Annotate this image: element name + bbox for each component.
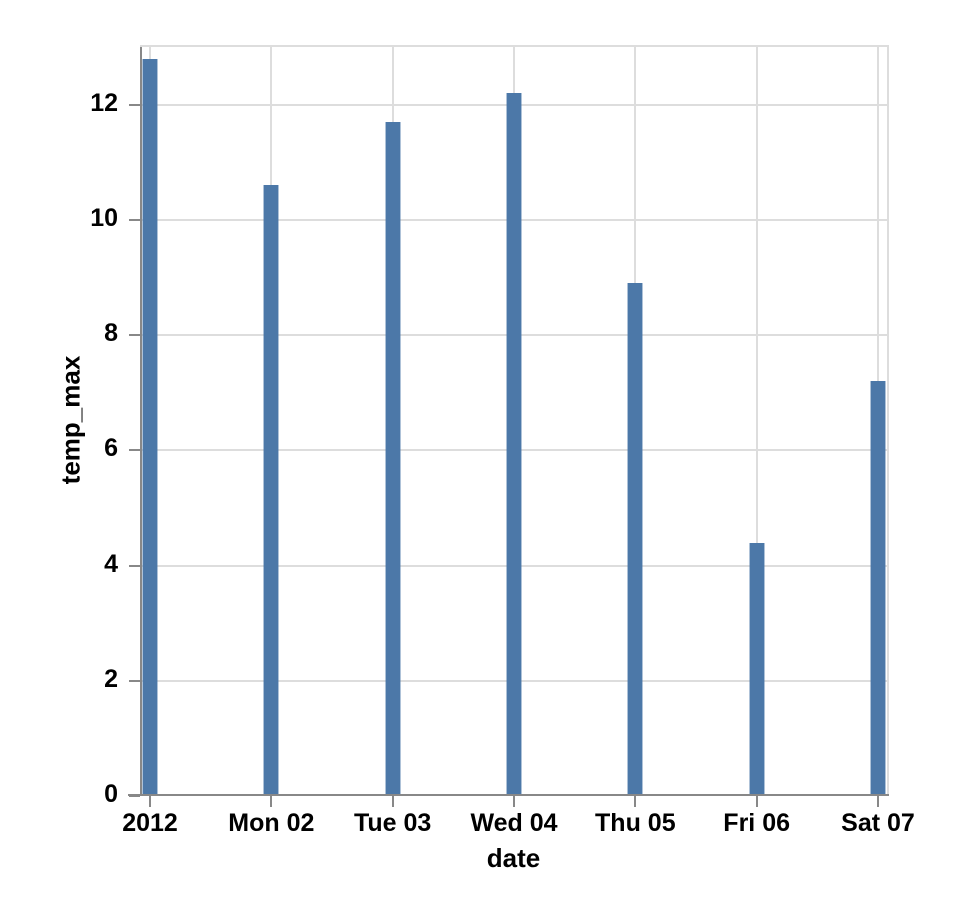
- bar: [143, 58, 157, 796]
- x-tick-mark: [513, 796, 515, 807]
- x-tick-mark: [391, 796, 394, 807]
- y-tick-mark: [129, 334, 140, 337]
- bar: [628, 283, 643, 796]
- x-tick-label: Thu 05: [595, 809, 676, 837]
- y-tick-mark: [129, 449, 140, 452]
- x-tick-mark: [755, 796, 758, 807]
- x-tick-label: Fri 06: [723, 809, 790, 837]
- x-tick-label: Mon 02: [228, 809, 315, 837]
- x-tick-mark: [270, 796, 273, 807]
- bar: [264, 185, 279, 796]
- bar: [871, 381, 885, 796]
- x-tick-label: Tue 03: [353, 809, 432, 837]
- y-axis-title: temp_max: [55, 355, 86, 485]
- bar: [749, 542, 764, 796]
- y-tick-label: 0: [104, 780, 118, 808]
- x-tick-label: Sat 07: [841, 809, 915, 837]
- x-tick-label: Wed 04: [470, 809, 558, 837]
- y-tick-mark: [129, 679, 140, 682]
- y-tick-mark: [129, 564, 140, 567]
- y-axis-domain-line: [140, 47, 142, 796]
- plot-area: [128, 45, 889, 807]
- y-tick-label: 10: [90, 203, 118, 232]
- bar: [507, 93, 521, 796]
- x-gridline: [755, 47, 758, 796]
- y-tick-label: 4: [104, 549, 118, 578]
- y-tick-label: 12: [90, 88, 118, 117]
- x-axis-domain-line: [128, 794, 889, 796]
- x-tick-mark: [877, 796, 879, 807]
- x-tick-mark: [149, 796, 151, 807]
- y-tick-mark: [129, 795, 140, 797]
- y-tick-label: 2: [104, 664, 118, 693]
- bar: [385, 121, 400, 796]
- y-tick-label: 8: [104, 319, 118, 348]
- x-tick-label: 2012: [122, 809, 178, 837]
- y-tick-label: 6: [104, 434, 118, 463]
- x-tick-mark: [634, 796, 637, 807]
- y-tick-mark: [129, 103, 140, 106]
- y-tick-mark: [129, 218, 140, 221]
- x-axis-title: date: [486, 843, 541, 873]
